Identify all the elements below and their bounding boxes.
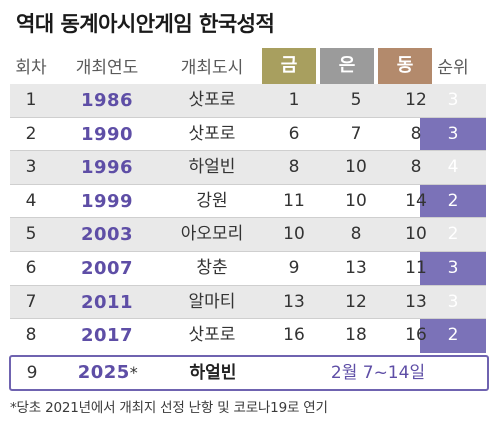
header-silver: 은	[320, 48, 374, 84]
row-divider	[10, 284, 486, 286]
rank-cell: 2	[447, 325, 459, 346]
bronze-cell: 14	[405, 190, 427, 211]
silver-cell: 8	[350, 224, 362, 245]
rank-cell: 3	[447, 258, 459, 278]
round-cell: 2	[25, 123, 37, 144]
bronze-cell: 8	[410, 157, 422, 178]
header-year: 개최연도	[75, 58, 139, 78]
gold-cell: 8	[288, 157, 300, 178]
gold-cell: 1	[288, 90, 300, 110]
upcoming-year: 2025	[77, 362, 130, 383]
city-cell: 삿포로	[188, 325, 236, 346]
rank-cell: 2	[447, 190, 459, 211]
year-cell: 2003	[80, 224, 134, 246]
row-divider	[10, 250, 486, 252]
table-row: 2 1990 삿포로 6 7 8 3	[10, 118, 486, 152]
bronze-cell: 10	[405, 224, 427, 245]
round-cell: 6	[25, 258, 37, 278]
round-cell: 3	[25, 157, 37, 178]
table-row: 5 2003 아오모리 10 8 10 2	[10, 218, 486, 252]
year-cell: 1986	[80, 90, 134, 111]
year-cell: 1996	[80, 157, 134, 179]
footnote-marker: *	[129, 363, 139, 382]
city-cell: 하얼빈	[189, 363, 237, 383]
city-cell: 삿포로	[188, 123, 236, 144]
city-cell: 창춘	[196, 258, 228, 278]
silver-cell: 12	[345, 291, 367, 312]
header-rank: 순위	[437, 58, 469, 78]
silver-cell: 7	[350, 123, 362, 144]
bronze-cell: 8	[410, 123, 422, 144]
silver-cell: 10	[345, 157, 367, 178]
year-cell: 2007	[80, 258, 134, 279]
round-cell: 9	[26, 363, 38, 383]
gold-cell: 16	[283, 325, 305, 346]
year-cell: 2025*	[53, 357, 163, 389]
city-cell: 아오모리	[180, 224, 244, 245]
bronze-cell: 11	[405, 258, 427, 278]
city-cell: 알마티	[188, 291, 236, 312]
city-cell: 강원	[196, 190, 228, 211]
round-cell: 8	[25, 325, 37, 346]
gold-cell: 13	[283, 291, 305, 312]
footnote: *당초 2021년에서 개최지 선정 난항 및 코로나19로 연기	[10, 400, 328, 416]
bronze-cell: 12	[405, 90, 427, 110]
table-row: 3 1996 하얼빈 8 10 8 4	[10, 151, 486, 185]
silver-cell: 5	[350, 90, 362, 110]
round-cell: 7	[25, 291, 37, 312]
bronze-cell: 16	[405, 325, 427, 346]
table-row: 1 1986 삿포로 1 5 12 3	[10, 84, 486, 118]
rank-cell: 3	[447, 123, 459, 144]
gold-cell: 9	[288, 258, 300, 278]
header-city: 개최도시	[180, 58, 244, 78]
event-dates: 2월 7~14일	[330, 363, 426, 383]
header-bronze: 동	[378, 48, 432, 84]
year-cell: 1990	[80, 123, 134, 145]
year-cell: 2017	[80, 325, 134, 347]
row-divider	[10, 318, 486, 320]
rank-cell: 2	[447, 224, 459, 245]
round-cell: 1	[25, 90, 37, 110]
table-row: 8 2017 삿포로 16 18 16 2	[10, 319, 486, 353]
rank-cell: 3	[447, 90, 459, 110]
round-cell: 4	[25, 190, 37, 211]
row-divider	[10, 183, 486, 185]
row-divider	[10, 217, 486, 219]
silver-cell: 13	[345, 258, 367, 278]
upcoming-games-row: 9 2025* 하얼빈 2월 7~14일	[9, 355, 489, 391]
table-row: 7 2011 알마티 13 12 13 3	[10, 285, 486, 320]
page-title: 역대 동계아시안게임 한국성적	[16, 12, 275, 36]
rank-cell: 3	[447, 291, 459, 312]
silver-cell: 10	[345, 190, 367, 211]
row-divider	[10, 116, 486, 118]
table-row: 6 2007 창춘 9 13 11 3	[10, 252, 486, 286]
year-cell: 2011	[80, 291, 134, 313]
table-row: 4 1999 강원 11 10 14 2	[10, 185, 486, 219]
city-cell: 하얼빈	[188, 157, 236, 178]
header-round: 회차	[15, 58, 47, 78]
gold-cell: 11	[283, 190, 305, 211]
row-divider	[10, 150, 486, 152]
rank-cell: 4	[447, 157, 459, 178]
round-cell: 5	[25, 224, 37, 245]
gold-cell: 10	[283, 224, 305, 245]
gold-cell: 6	[288, 123, 300, 144]
bronze-cell: 13	[405, 291, 427, 312]
city-cell: 삿포로	[188, 90, 236, 110]
header-gold: 금	[262, 48, 316, 84]
year-cell: 1999	[80, 190, 134, 212]
silver-cell: 18	[345, 325, 367, 346]
